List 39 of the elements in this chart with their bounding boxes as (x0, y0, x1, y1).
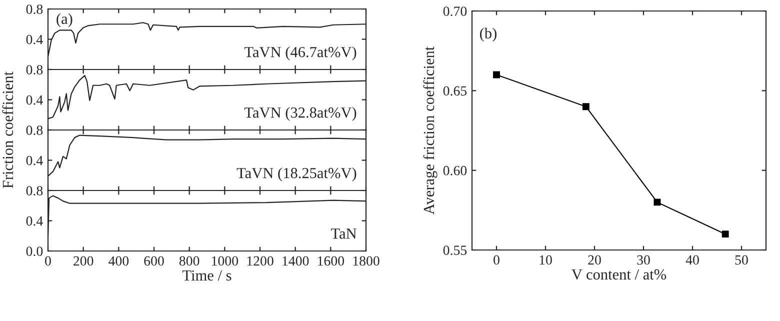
x-tick-label: 50 (735, 255, 748, 265)
y-axis-title: Average friction coefficient (423, 46, 438, 214)
x-tick-label: 20 (588, 255, 601, 265)
y-tick-label: 0.8 (26, 186, 43, 196)
y-axis-title: Friction coefficient (2, 71, 14, 188)
x-tick-label: 10 (540, 255, 552, 265)
x-tick-label: 1800 (353, 256, 380, 266)
annotation: (a) (56, 13, 72, 28)
y-tick-label: 0.55 (443, 246, 467, 256)
x-tick-label: 800 (179, 256, 200, 266)
x-axis-title: Time / s (182, 270, 232, 281)
y-tick-label: 0.8 (26, 65, 43, 75)
x-tick-label: 40 (686, 255, 699, 265)
y-tick-label: 0.60 (443, 166, 467, 176)
x-tick-label: 0 (494, 255, 500, 265)
x-tick-label: 1200 (247, 256, 274, 266)
x-axis-title: V content / at% (572, 269, 666, 280)
legend-label: TaVN (46.7at%V) (244, 46, 356, 60)
series-label: TaN (331, 228, 356, 239)
x-tick-label: 1600 (318, 256, 344, 266)
y-tick-label: 0.65 (443, 86, 467, 96)
y-tick-label: 0.8 (26, 126, 43, 136)
y-tick-label: 0.4 (26, 216, 43, 226)
x-tick-label: 600 (144, 256, 164, 266)
y-tick-label: 0.4 (26, 156, 43, 166)
x-tick-label: 1000 (212, 256, 238, 266)
annotation: (b) (480, 28, 496, 42)
y-tick-label: 0.8 (26, 4, 43, 14)
y-tick-label: 0.0 (26, 246, 43, 256)
y-tick-label: 0.4 (26, 95, 43, 105)
y-tick-label: 0.4 (26, 34, 43, 44)
x-tick-label: 400 (108, 256, 129, 266)
series-label: TaVN (32.8at%V) (244, 106, 356, 121)
y-tick-label: 0.70 (443, 6, 467, 16)
legend-label: TaVN (18.25at%V) (236, 167, 356, 182)
x-tick-label: 30 (637, 255, 650, 265)
x-tick-label: 0 (45, 256, 51, 266)
x-tick-label: 200 (74, 256, 94, 266)
x-tick-label: 1400 (282, 256, 309, 266)
